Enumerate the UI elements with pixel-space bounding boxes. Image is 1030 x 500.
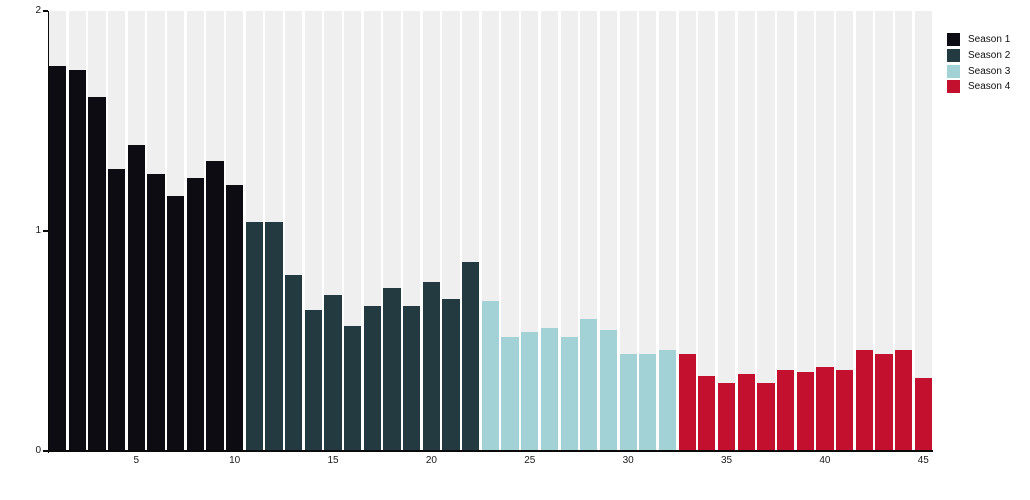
bar-episode-10 [226,184,244,451]
legend-label-season-1: Season 1 [968,34,1011,45]
bar-background-stripe [658,11,677,451]
bar-episode-5 [127,145,145,451]
bar-background-stripe [816,11,834,451]
bar-episode-3 [88,96,106,451]
bar-episode-13 [285,275,303,451]
bar-episode-33 [678,354,696,451]
y-tick-label-2: 2 [35,5,41,16]
bar-episode-19 [403,305,421,451]
bar-episode-31 [639,354,657,451]
bar-background-stripe [855,11,873,451]
bar-background-stripe [639,11,657,451]
bar-episode-36 [737,374,755,451]
bar-episode-34 [698,376,716,451]
bar-episode-4 [108,169,126,451]
bar-episode-43 [875,354,893,451]
bar-episode-8 [186,178,204,451]
legend: Season 1 Season 2 Season 3 Season 4 [947,33,1010,96]
bar-episode-20 [422,281,441,451]
x-tick-label-15: 15 [327,455,339,466]
bar-episode-7 [167,195,185,451]
bar-episode-21 [442,299,460,451]
bar-episode-23 [481,301,500,451]
bar-episode-22 [462,261,480,451]
y-tick-2 [43,10,48,12]
legend-label-season-3: Season 3 [968,65,1011,77]
legend-swatch-season-3 [947,64,960,78]
legend-item-season-3: Season 3 [947,64,1011,78]
bar-episode-6 [147,173,165,451]
bar-episode-14 [304,310,323,451]
bar-episode-1 [49,66,67,451]
bar-episode-38 [776,369,795,451]
bar-episode-26 [540,327,559,451]
bar-episode-9 [206,160,224,451]
legend-item-season-2: Season 2 [947,48,1011,62]
bar-episode-35 [717,382,736,451]
bar-episode-17 [363,305,382,451]
bar-background-stripe [678,11,696,451]
bar-background-stripe [796,11,814,451]
bar-episode-27 [560,336,578,451]
bar-episode-29 [599,330,618,451]
bar-episode-2 [68,70,86,451]
bar-episode-18 [383,288,401,451]
x-axis-spine [47,450,933,452]
x-tick-label-45: 45 [917,455,929,466]
x-tick-label-5: 5 [133,455,140,466]
y-tick-label-1: 1 [35,225,41,236]
y-tick-0 [43,450,48,452]
bar-background-stripe [914,11,932,451]
bar-episode-16 [344,325,362,451]
bar-episode-41 [835,369,854,451]
bar-episode-44 [894,349,913,451]
bar-episode-24 [501,336,519,451]
y-tick-1 [43,230,48,232]
legend-swatch-season-1 [947,33,960,46]
bar-background-stripe [619,11,637,451]
bar-background-stripe [894,11,913,451]
y-axis-spine [47,11,50,453]
x-tick-label-25: 25 [524,455,536,466]
bar-episode-15 [324,294,342,451]
x-tick-label-30: 30 [622,455,634,466]
legend-item-season-1: Season 1 [947,33,1010,46]
bar-episode-32 [658,349,677,451]
bar-episode-37 [757,382,775,451]
bar-background-stripe [757,11,775,451]
bar-episode-45 [914,378,932,451]
x-tick-label-10: 10 [229,455,241,466]
bar-episode-30 [619,354,637,451]
legend-item-season-4: Season 4 [947,80,1011,94]
x-tick-label-20: 20 [425,455,437,466]
x-tick-label-40: 40 [819,455,831,466]
legend-label-season-2: Season 2 [968,49,1011,61]
legend-swatch-season-2 [947,48,960,62]
bar-episode-39 [796,371,814,451]
bar-episode-40 [816,367,834,451]
bar-episode-11 [245,222,263,451]
bar-background-stripe [737,11,755,451]
bar-background-stripe [835,11,854,451]
bar-episode-25 [521,332,539,451]
bar-episode-28 [580,319,598,451]
legend-label-season-4: Season 4 [968,81,1011,93]
bar-background-stripe [698,11,716,451]
bar-episode-42 [855,349,873,451]
bar-background-stripe [776,11,795,451]
legend-swatch-season-4 [947,80,960,94]
bar-background-stripe [875,11,893,451]
bar-background-stripe [717,11,736,451]
bar-episode-12 [265,222,283,451]
x-tick-label-35: 35 [720,455,733,466]
y-tick-label-0: 0 [35,445,41,456]
